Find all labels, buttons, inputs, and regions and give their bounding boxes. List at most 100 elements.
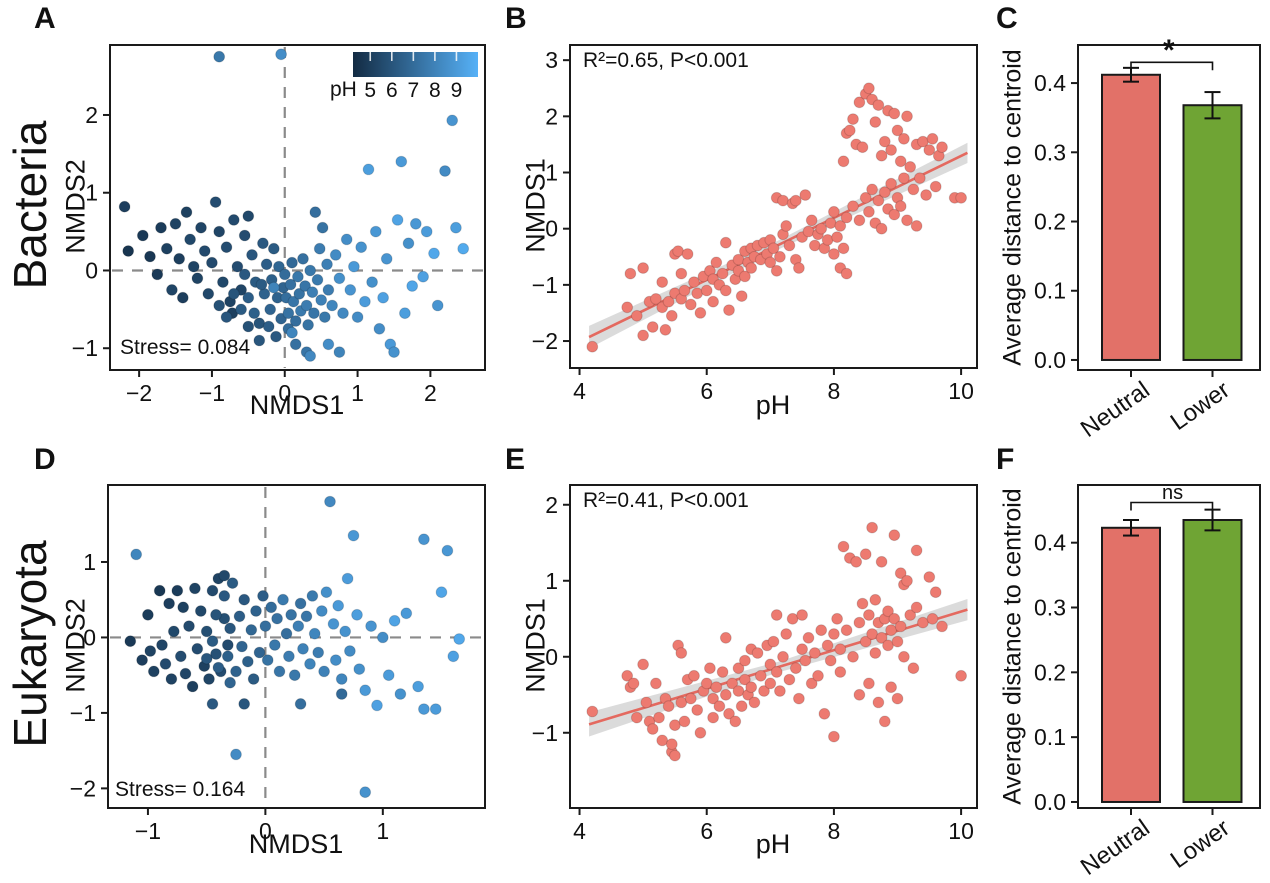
scatter-point [659,323,672,336]
tick-label: 0 [545,216,558,242]
scatter-point [888,208,901,221]
panel-border [107,484,486,809]
scatter-point [923,571,936,583]
scatter-point [898,172,910,185]
scatter-point [332,599,345,612]
scatter-point [630,309,643,322]
scatter-point [828,205,840,218]
scatter-point [124,635,137,648]
tick-label: 4 [573,378,586,404]
panel-border [109,44,486,371]
panel-F-plot: 0.0 0.1 0.2 0.3 0.4 [1034,484,1261,815]
scatter-point [308,627,321,640]
scatter-point [882,639,894,652]
tick-label: 6 [386,79,398,102]
bar-neutral [1101,73,1161,361]
scatter-point [353,663,366,675]
scatter-point [267,281,280,294]
scatter-point [144,645,157,657]
scatter-point [267,242,280,255]
scatter-point [637,329,649,342]
scatter-point [288,669,301,682]
scatter-point [837,155,850,168]
scatter-point [834,643,847,656]
scatter-point [122,245,135,257]
scatter-point [770,666,783,678]
scatter-point [777,650,789,663]
scatter-point [704,662,716,675]
scatter-point [380,252,393,265]
scatter-point [847,650,859,663]
tick-label: 0.0 [1034,789,1066,815]
scatter-point [780,220,793,232]
scatter-point [318,665,331,678]
scatter-point [187,260,200,273]
tick-label: 0 [83,624,96,650]
scatter-point [206,256,218,269]
scatter-point [700,284,713,297]
scatter-point [246,249,258,261]
scatter-point [156,639,168,651]
panel-d-stress-annotation: Stress= 0.164 [115,778,246,801]
scatter-point [815,222,828,235]
scatter-point [684,692,697,705]
scatter-point [245,624,258,636]
scatter-point [428,247,440,260]
scatter-point [796,609,808,621]
scatter-point [723,304,735,317]
scatter-point [262,320,275,333]
scatter-point [901,214,913,227]
scatter-point [227,214,240,226]
scatter-point [351,311,364,324]
scatter-point [875,149,888,162]
scatter-point [347,529,360,542]
scatter-point [678,284,691,297]
scatter-point [265,601,278,614]
scatter-point [399,307,411,320]
scatter-point [866,628,878,640]
scatter-point [650,293,662,305]
scatter-point [166,284,178,296]
scatter-point [369,225,382,238]
scatter-point [409,217,422,230]
scatter-point [780,628,793,640]
scatter-point [329,654,342,666]
scatter-point [878,135,891,148]
scatter-point [913,172,926,185]
scatter-point [691,704,704,716]
scatter-point [739,673,751,686]
scatter-point [400,607,413,620]
scatter-point [904,609,917,621]
scatter-point [257,590,269,602]
scatter-point [153,584,166,597]
scatter-point [805,677,818,690]
scatter-point [302,319,315,331]
scatter-point [882,605,894,618]
panel-e-letter: E [505,443,526,476]
scatter-point [238,698,251,710]
scatter-point [259,620,272,632]
tick-label: 0 [259,818,272,844]
scatter-point [840,211,853,224]
scatter-point [457,242,470,255]
scatter-point [321,258,333,271]
scatter-point [335,673,348,685]
scatter-point [878,186,891,199]
scatter-point [270,330,282,343]
tick-label: 0.2 [1034,209,1066,235]
scatter-point [142,608,154,621]
scatter-point [297,252,309,265]
scatter-point [189,582,201,595]
scatter-point [238,229,251,242]
scatter-point [675,647,688,659]
scatter-point [217,276,229,289]
scatter-point [212,661,225,674]
scatter-point [719,284,732,297]
scatter-point [888,107,901,120]
scatter-point [719,236,732,249]
scatter-point [209,196,222,209]
scatter-point [878,715,891,728]
scatter-point [406,280,419,292]
panel-d-x-axis-title: NMDS1 [248,829,344,859]
panel-b-letter: B [505,2,527,35]
